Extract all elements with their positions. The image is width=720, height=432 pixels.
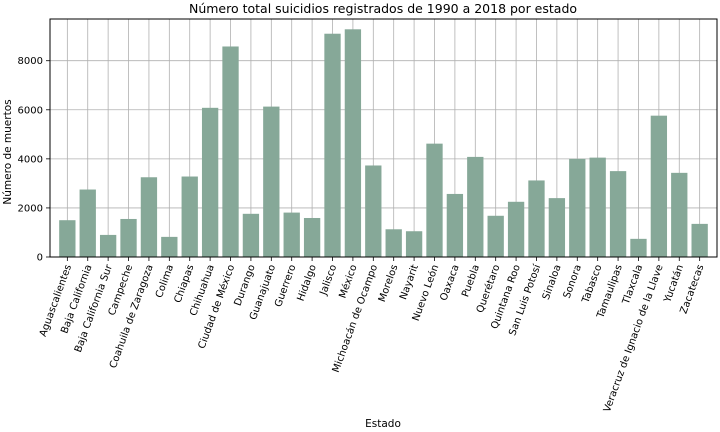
bars	[59, 29, 708, 258]
bar	[303, 217, 321, 257]
bar	[99, 234, 117, 257]
bar	[59, 220, 76, 257]
x-tick-label: Sonora	[562, 263, 584, 300]
bar	[528, 180, 545, 257]
x-tick-label: México	[337, 263, 360, 300]
y-tick-label: 2000	[18, 203, 43, 214]
bar	[324, 33, 341, 257]
x-tick-label: Hidalgo	[296, 263, 319, 302]
bar	[569, 158, 586, 257]
bar	[222, 46, 239, 258]
bar	[487, 215, 504, 257]
x-tick-label: Morelos	[377, 263, 401, 303]
bar	[426, 143, 443, 257]
bar	[120, 218, 137, 257]
bar	[650, 115, 668, 257]
bar	[446, 193, 464, 257]
x-tick-label: Sinaloa	[541, 263, 564, 301]
x-axis-label: Estado	[365, 418, 401, 430]
bar	[589, 157, 606, 257]
y-tick-label: 4000	[18, 154, 43, 165]
bar	[467, 156, 484, 257]
bar	[548, 198, 566, 257]
y-tick-label: 8000	[18, 56, 43, 67]
bar	[405, 231, 423, 257]
bar	[507, 201, 525, 257]
bar	[283, 212, 300, 257]
bar	[691, 223, 708, 257]
plot-frame	[49, 18, 718, 258]
bar	[609, 171, 627, 257]
bar	[671, 172, 688, 257]
bar	[201, 107, 219, 257]
bar	[140, 177, 158, 257]
x-tick-label: Oaxaca	[438, 263, 461, 302]
bar	[344, 29, 362, 257]
y-axis: 0 2000 4000 6000 8000	[18, 56, 50, 264]
bar	[630, 238, 647, 257]
y-tick-label: 6000	[18, 105, 43, 116]
bar	[79, 189, 96, 257]
bar	[385, 229, 402, 257]
bar	[181, 176, 198, 257]
chart-title: Número total suicidios registrados de 19…	[189, 1, 577, 16]
x-tick-label: Jalisco	[318, 263, 339, 297]
bar	[161, 236, 178, 257]
x-tick-label: Puebla	[460, 263, 482, 298]
bar	[263, 106, 280, 257]
bar	[365, 165, 382, 257]
bar	[242, 213, 260, 257]
y-tick-label: 0	[37, 253, 43, 264]
x-tick-label: Colima	[154, 263, 176, 299]
y-axis-label: Número de muertos	[2, 99, 14, 204]
x-tick-label: Nayarit	[398, 263, 421, 301]
